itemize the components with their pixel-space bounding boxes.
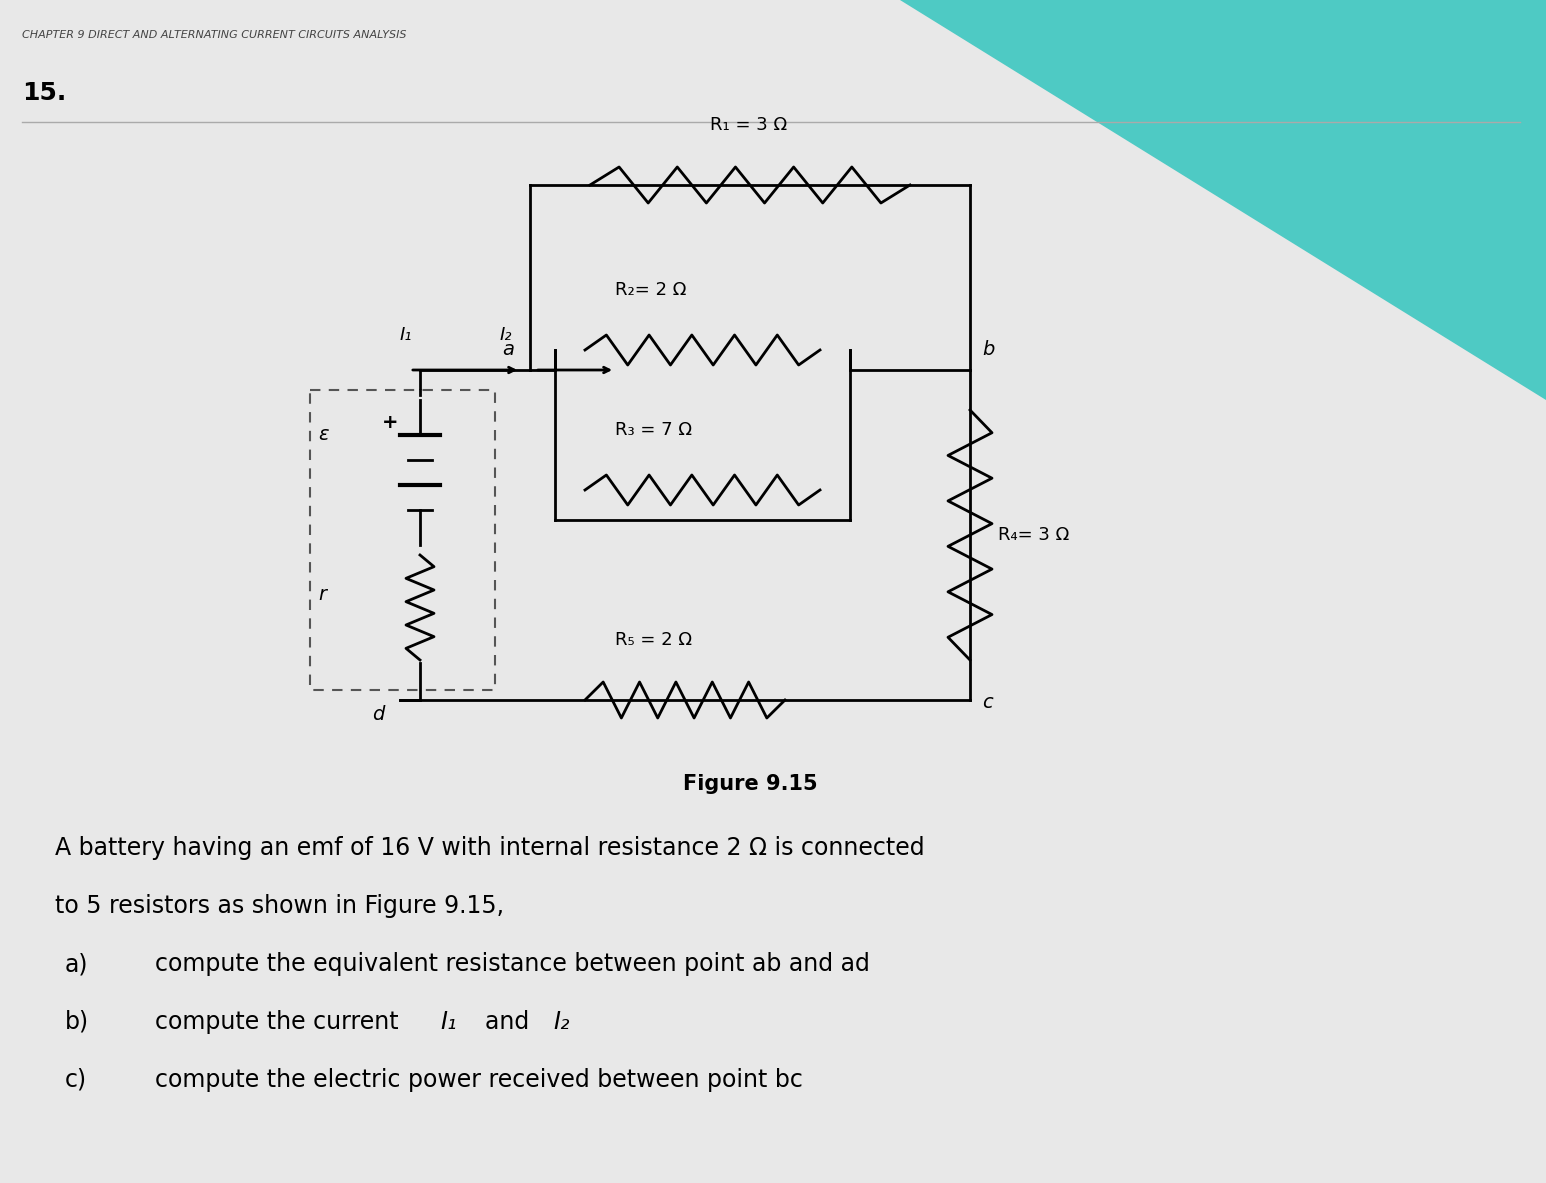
Text: 15.: 15. bbox=[22, 80, 66, 105]
Text: a: a bbox=[502, 340, 513, 358]
Text: d: d bbox=[373, 705, 385, 724]
Text: c: c bbox=[982, 693, 993, 712]
Text: R₂= 2 Ω: R₂= 2 Ω bbox=[615, 282, 686, 299]
Text: c): c) bbox=[65, 1068, 87, 1092]
Text: +: + bbox=[382, 413, 399, 432]
Text: b: b bbox=[982, 340, 994, 358]
Text: b): b) bbox=[65, 1010, 90, 1034]
Text: R₄= 3 Ω: R₄= 3 Ω bbox=[999, 526, 1070, 544]
Text: and: and bbox=[485, 1010, 536, 1034]
Text: compute the current: compute the current bbox=[155, 1010, 407, 1034]
Text: r: r bbox=[318, 586, 326, 605]
Text: compute the electric power received between point bc: compute the electric power received betw… bbox=[155, 1068, 802, 1092]
Text: A battery having an emf of 16 V with internal resistance 2 Ω is connected: A battery having an emf of 16 V with int… bbox=[56, 836, 925, 860]
Text: I₁: I₁ bbox=[441, 1010, 456, 1034]
Text: a): a) bbox=[65, 952, 88, 976]
Text: CHAPTER 9 DIRECT AND ALTERNATING CURRENT CIRCUITS ANALYSIS: CHAPTER 9 DIRECT AND ALTERNATING CURRENT… bbox=[22, 30, 407, 40]
Text: R₁ = 3 Ω: R₁ = 3 Ω bbox=[710, 116, 787, 134]
Text: I₁: I₁ bbox=[400, 327, 413, 344]
Text: ε: ε bbox=[318, 425, 328, 444]
Text: I₂: I₂ bbox=[553, 1010, 569, 1034]
Text: Figure 9.15: Figure 9.15 bbox=[683, 774, 818, 794]
Text: R₅ = 2 Ω: R₅ = 2 Ω bbox=[615, 631, 693, 649]
Polygon shape bbox=[900, 0, 1546, 400]
Text: I₂: I₂ bbox=[499, 327, 513, 344]
Text: compute the equivalent resistance between point ab and ad: compute the equivalent resistance betwee… bbox=[155, 952, 870, 976]
Text: R₃ = 7 Ω: R₃ = 7 Ω bbox=[615, 421, 693, 439]
Text: to 5 resistors as shown in Figure 9.15,: to 5 resistors as shown in Figure 9.15, bbox=[56, 894, 504, 918]
